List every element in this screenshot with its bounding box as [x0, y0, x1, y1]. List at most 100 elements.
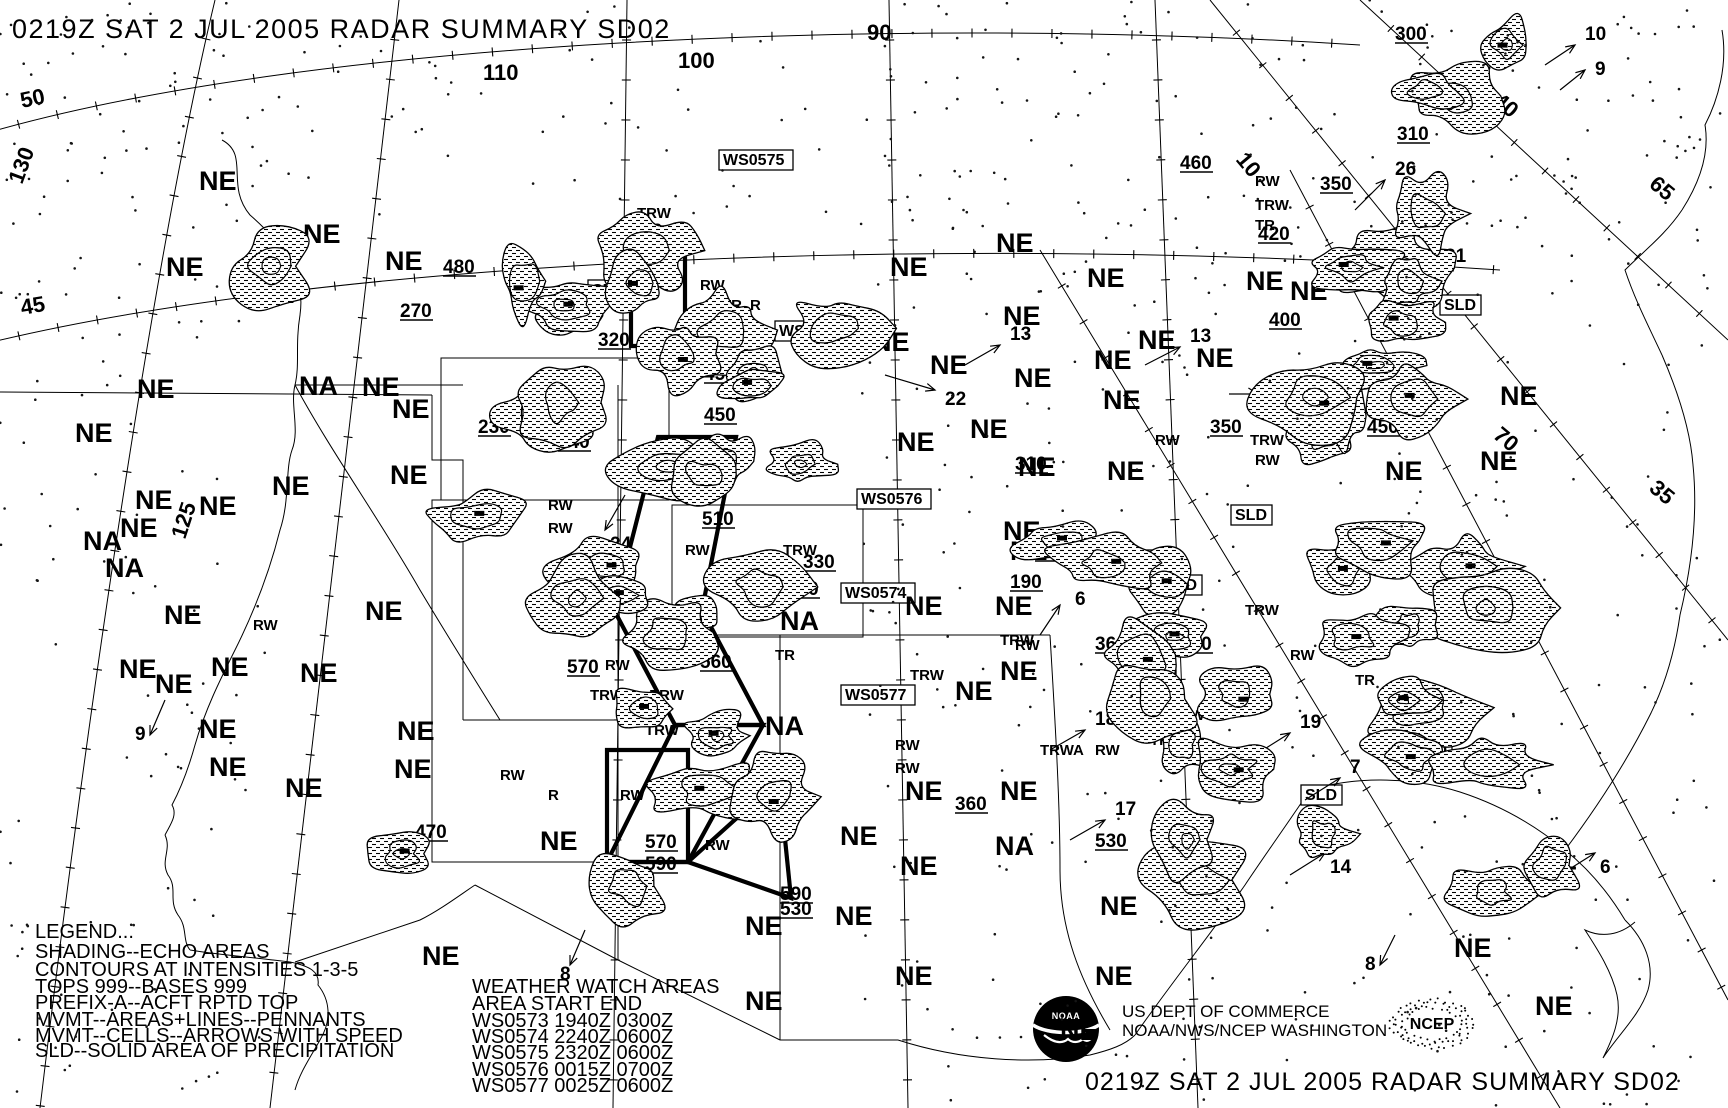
svg-text:NE: NE: [1103, 385, 1141, 415]
svg-text:NE: NE: [1014, 363, 1052, 393]
svg-text:NE: NE: [164, 600, 202, 630]
svg-text:NE: NE: [1535, 991, 1573, 1021]
svg-text:NA: NA: [780, 606, 819, 636]
svg-text:NE: NE: [166, 252, 204, 282]
svg-text:RW: RW: [548, 497, 574, 514]
svg-text:NE: NE: [1480, 446, 1518, 476]
svg-text:RW: RW: [685, 542, 711, 559]
svg-text:NE: NE: [137, 374, 175, 404]
svg-text:190: 190: [1010, 572, 1042, 593]
svg-text:NE: NE: [1094, 345, 1132, 375]
svg-text:NE: NE: [394, 754, 432, 784]
svg-text:TRW: TRW: [1255, 197, 1290, 214]
svg-text:TRW: TRW: [1250, 432, 1285, 449]
svg-text:6: 6: [1600, 857, 1611, 878]
svg-text:8: 8: [1365, 954, 1376, 975]
svg-text:WS0576: WS0576: [861, 491, 922, 508]
svg-text:NE: NE: [835, 901, 873, 931]
svg-text:NE: NE: [995, 591, 1033, 621]
svg-text:NE: NE: [120, 513, 158, 543]
svg-text:NE: NE: [955, 676, 993, 706]
svg-text:NE: NE: [745, 911, 783, 941]
svg-text:TR: TR: [775, 647, 795, 664]
svg-text:6: 6: [1075, 589, 1086, 610]
svg-text:NA: NA: [995, 831, 1034, 861]
svg-text:90: 90: [867, 20, 891, 45]
svg-text:14: 14: [1330, 857, 1352, 878]
svg-text:450: 450: [704, 405, 736, 426]
svg-text:RW: RW: [1095, 742, 1121, 759]
svg-text:NE: NE: [199, 166, 237, 196]
svg-text:0219Z SAT 2 JUL 2005 RADAR SU: 0219Z SAT 2 JUL 2005 RADAR SUMMARY SD02: [1085, 1068, 1680, 1096]
svg-text:RW: RW: [895, 760, 921, 777]
svg-text:NE: NE: [300, 658, 338, 688]
svg-text:WS0574: WS0574: [845, 585, 906, 602]
svg-text:NE: NE: [1087, 263, 1125, 293]
svg-text:400: 400: [1269, 310, 1301, 331]
svg-text:NE: NE: [1385, 456, 1423, 486]
svg-text:22: 22: [945, 389, 966, 410]
svg-text:NE: NE: [385, 246, 423, 276]
svg-text:NE: NE: [199, 491, 237, 521]
svg-text:NE: NE: [365, 596, 403, 626]
svg-text:110: 110: [483, 60, 519, 85]
svg-text:NE: NE: [397, 716, 435, 746]
svg-text:RW: RW: [1290, 647, 1316, 664]
svg-text:NE: NE: [272, 471, 310, 501]
svg-text:NE: NE: [285, 773, 323, 803]
svg-text:570: 570: [645, 832, 677, 853]
svg-text:NE: NE: [996, 228, 1034, 258]
svg-text:310: 310: [1397, 124, 1429, 145]
svg-text:NE: NE: [209, 752, 247, 782]
svg-text:10: 10: [1585, 24, 1606, 45]
svg-text:NE: NE: [1000, 776, 1038, 806]
svg-text:NE: NE: [1018, 452, 1056, 482]
svg-text:NE: NE: [155, 669, 193, 699]
svg-text:NE: NE: [211, 652, 249, 682]
svg-text:TRW: TRW: [910, 667, 945, 684]
svg-text:9: 9: [135, 724, 146, 745]
svg-text:320: 320: [598, 330, 630, 351]
svg-text:NE: NE: [890, 252, 928, 282]
svg-text:460: 460: [1180, 153, 1212, 174]
svg-text:TRWA: TRWA: [1040, 742, 1084, 759]
svg-text:NE: NE: [1003, 301, 1041, 331]
svg-text:NE: NE: [540, 826, 578, 856]
svg-text:NE: NE: [900, 851, 938, 881]
svg-text:US DEPT OF COMMERCE: US DEPT OF COMMERCE: [1122, 1002, 1329, 1021]
svg-text:NE: NE: [905, 776, 943, 806]
svg-text:RW: RW: [548, 520, 574, 537]
svg-text:570: 570: [567, 657, 599, 678]
svg-text:RW: RW: [1155, 432, 1181, 449]
svg-text:270: 270: [400, 301, 432, 322]
svg-text:350: 350: [1210, 417, 1242, 438]
svg-text:SLD: SLD: [1444, 297, 1476, 314]
svg-text:NE: NE: [199, 714, 237, 744]
svg-text:RW: RW: [605, 657, 631, 674]
svg-text:NA: NA: [83, 526, 122, 556]
svg-text:9: 9: [1595, 59, 1606, 80]
svg-text:8: 8: [560, 964, 571, 985]
svg-text:NE: NE: [119, 654, 157, 684]
svg-text:NE: NE: [422, 941, 460, 971]
svg-text:100: 100: [678, 48, 715, 73]
svg-text:530: 530: [1095, 831, 1127, 852]
svg-text:NE: NE: [905, 591, 943, 621]
svg-text:17: 17: [1115, 799, 1136, 820]
svg-text:NE: NE: [1000, 656, 1038, 686]
svg-text:NE: NE: [840, 821, 878, 851]
svg-text:NCEP: NCEP: [1410, 1016, 1455, 1033]
svg-text:530: 530: [780, 899, 812, 920]
svg-text:NE: NE: [1107, 456, 1145, 486]
svg-text:NA: NA: [765, 711, 804, 741]
svg-text:NE: NE: [1454, 933, 1492, 963]
svg-text:RW: RW: [1255, 452, 1281, 469]
svg-text:NE: NE: [1246, 266, 1284, 296]
svg-text:7: 7: [1350, 757, 1361, 778]
svg-text:TR: TR: [1255, 217, 1275, 234]
svg-text:NE: NE: [897, 427, 935, 457]
svg-text:R: R: [548, 787, 559, 804]
svg-text:NE: NE: [392, 394, 430, 424]
svg-text:50: 50: [18, 83, 47, 113]
svg-text:SLD: SLD: [1235, 507, 1267, 524]
